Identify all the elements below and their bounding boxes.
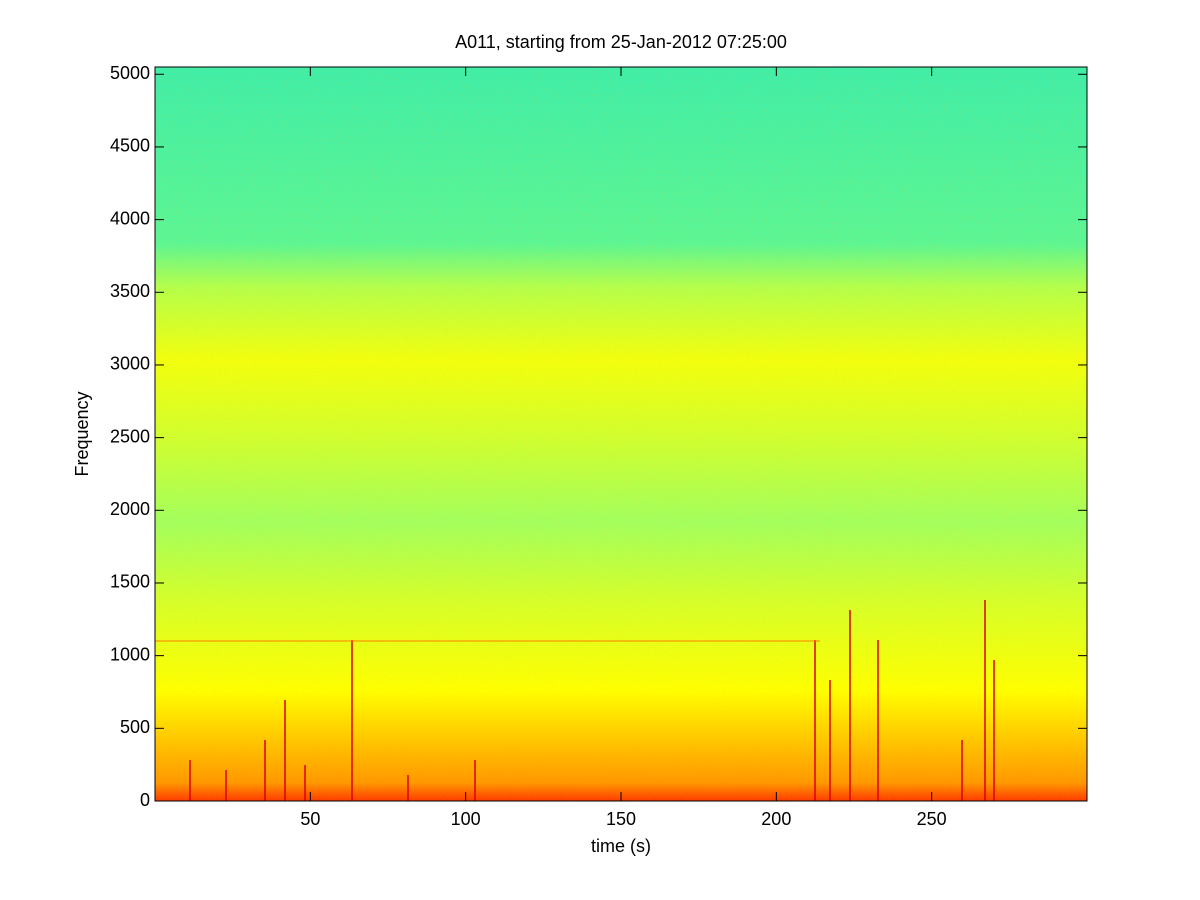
x-tick-label: 100 [451,809,481,829]
transient-streaks [189,600,995,801]
spectrogram-image [155,67,1087,801]
y-tick-label: 1500 [110,572,150,592]
y-tick-label: 4000 [110,208,150,228]
y-tick-label: 5000 [110,63,150,83]
y-axis-label: Frequency [72,391,92,476]
x-axis-label: time (s) [591,836,651,856]
chart-title: A011, starting from 25-Jan-2012 07:25:00 [455,32,787,52]
y-tick-label: 4500 [110,136,150,156]
y-tick-label: 2000 [110,499,150,519]
y-tick-label: 2500 [110,426,150,446]
y-tick-label: 3500 [110,281,150,301]
y-tick-label: 1000 [110,644,150,664]
y-tick-label: 500 [120,717,150,737]
y-tick-label: 0 [140,790,150,810]
x-tick-label: 50 [300,809,320,829]
y-tick-label: 3000 [110,354,150,374]
x-tick-label: 150 [606,809,636,829]
x-tick-label: 250 [917,809,947,829]
x-tick-label: 200 [761,809,791,829]
spectrogram-texture [155,67,1087,801]
